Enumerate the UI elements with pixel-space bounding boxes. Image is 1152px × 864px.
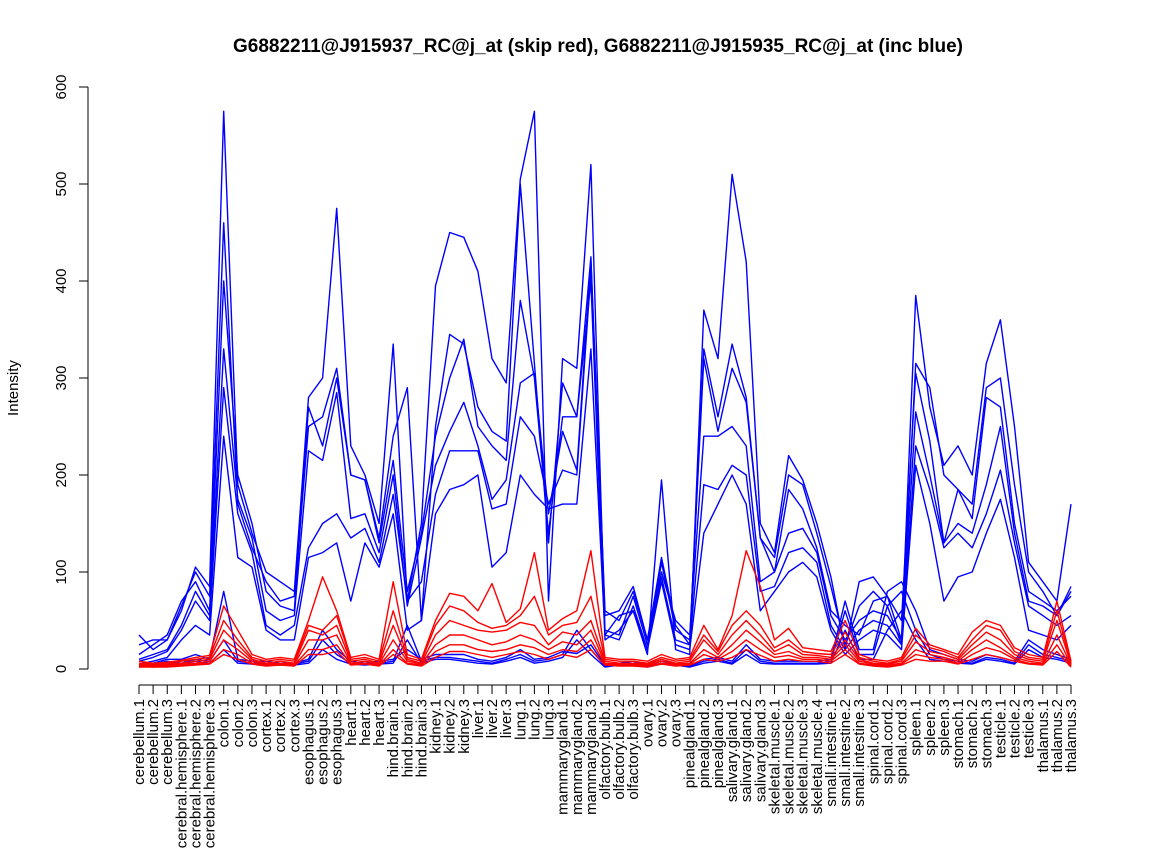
x-tick-label: olfactory.bulb.2	[611, 699, 628, 800]
x-tick-label: testicle.1	[992, 699, 1009, 758]
x-tick-label: cerebral.hemisphere.1	[173, 699, 190, 848]
x-tick-label: cortex.2	[272, 699, 289, 752]
x-tick-label: spinal.cord.1	[865, 699, 882, 784]
x-tick-label: thalamus.1	[1035, 699, 1052, 772]
x-tick-label: ovary.1	[639, 699, 656, 747]
x-tick-label: ovary.2	[653, 699, 670, 747]
x-tick-label: small.intestine.1	[823, 699, 840, 807]
x-tick-label: olfactory.bulb.3	[625, 699, 642, 800]
series-line-6	[138, 348, 1072, 665]
y-tick-label: 600	[53, 74, 70, 99]
x-tick-label: hind.brain.2	[399, 699, 416, 777]
x-tick-label: heart.3	[371, 699, 388, 746]
x-tick-label: spinal.cord.3	[894, 699, 911, 784]
y-tick-label: 200	[53, 462, 70, 487]
x-tick-label: esophagus.1	[300, 699, 317, 785]
x-tick-label: lung.3	[541, 699, 558, 740]
x-tick-label: hind.brain.3	[413, 699, 430, 777]
x-tick-label: cortex.3	[286, 699, 303, 752]
x-tick-label: kidney.3	[456, 699, 473, 754]
x-tick-label: pinealgland.2	[696, 699, 713, 788]
x-axis: cerebellum.1cerebellum.2cerebellum.3cere…	[131, 684, 1080, 848]
x-tick-label: kidney.1	[428, 699, 445, 754]
x-tick-label: liver.3	[498, 699, 515, 738]
x-tick-label: hind.brain.1	[385, 699, 402, 777]
x-tick-label: small.intestine.3	[851, 699, 868, 807]
y-tick-label: 100	[53, 559, 70, 584]
x-tick-label: mammarygland.3	[583, 699, 600, 815]
x-tick-label: testicle.2	[1007, 699, 1024, 758]
x-tick-label: thalamus.2	[1049, 699, 1066, 772]
x-tick-label: heart.1	[343, 699, 360, 746]
x-tick-label: olfactory.bulb.1	[597, 699, 614, 800]
series-line-15	[139, 648, 1072, 668]
series-line-1	[138, 110, 1072, 656]
x-tick-label: pinealgland.1	[682, 699, 699, 788]
x-tick-label: kidney.2	[442, 699, 459, 754]
x-tick-label: salivary.gland.1	[724, 699, 741, 802]
x-tick-label: stomach.2	[964, 699, 981, 768]
x-tick-label: cerebellum.3	[159, 699, 176, 785]
y-tick-label: 500	[53, 171, 70, 196]
y-tick-label: 300	[53, 365, 70, 390]
x-tick-label: colon.3	[244, 699, 261, 747]
x-tick-label: cerebellum.2	[145, 699, 162, 785]
x-tick-label: small.intestine.2	[837, 699, 854, 807]
x-tick-label: mammarygland.1	[555, 699, 572, 815]
y-axis-label: Intensity	[5, 360, 22, 416]
x-tick-label: esophagus.2	[315, 699, 332, 785]
x-tick-label: stomach.1	[950, 699, 967, 768]
x-tick-label: esophagus.3	[329, 699, 346, 785]
y-axis: 0 100 200 300 400 500 600	[53, 74, 89, 673]
x-tick-label: cortex.1	[258, 699, 275, 752]
x-tick-label: spleen.1	[908, 699, 925, 756]
x-tick-label: spleen.3	[936, 699, 953, 756]
x-tick-label: skeletal.muscle.3	[795, 699, 812, 814]
x-tick-label: colon.1	[216, 699, 233, 747]
x-tick-label: salivary.gland.3	[752, 699, 769, 802]
x-tick-label: skeletal.muscle.1	[766, 699, 783, 814]
x-tick-label: salivary.gland.2	[738, 699, 755, 802]
x-tick-label: colon.2	[230, 699, 247, 747]
chart-title: G6882211@J915937_RC@j_at (skip red), G68…	[233, 36, 963, 57]
x-tick-label: spleen.2	[922, 699, 939, 756]
x-tick-label: ovary.3	[668, 699, 685, 747]
x-tick-label: skeletal.muscle.2	[781, 699, 798, 814]
y-tick-label: 400	[53, 268, 70, 293]
x-tick-label: lung.2	[526, 699, 543, 740]
x-tick-label: liver.1	[470, 699, 487, 738]
x-tick-label: cerebral.hemisphere.3	[202, 699, 219, 848]
x-tick-label: cerebral.hemisphere.2	[187, 699, 204, 848]
x-tick-label: skeletal.muscle.4	[809, 699, 826, 814]
y-tick-label: 0	[53, 665, 70, 673]
series-line-4	[138, 260, 1072, 660]
series-lines	[138, 110, 1072, 668]
x-tick-label: pinealgland.3	[710, 699, 727, 788]
x-tick-label: cerebellum.1	[131, 699, 148, 785]
x-tick-label: mammarygland.2	[569, 699, 586, 815]
x-tick-label: thalamus.3	[1063, 699, 1080, 772]
x-tick-label: spinal.cord.2	[879, 699, 896, 784]
x-tick-label: lung.1	[512, 699, 529, 740]
x-tick-label: testicle.3	[1021, 699, 1038, 758]
x-tick-label: heart.2	[357, 699, 374, 746]
x-tick-label: stomach.3	[978, 699, 995, 768]
x-tick-label: liver.2	[484, 699, 501, 738]
